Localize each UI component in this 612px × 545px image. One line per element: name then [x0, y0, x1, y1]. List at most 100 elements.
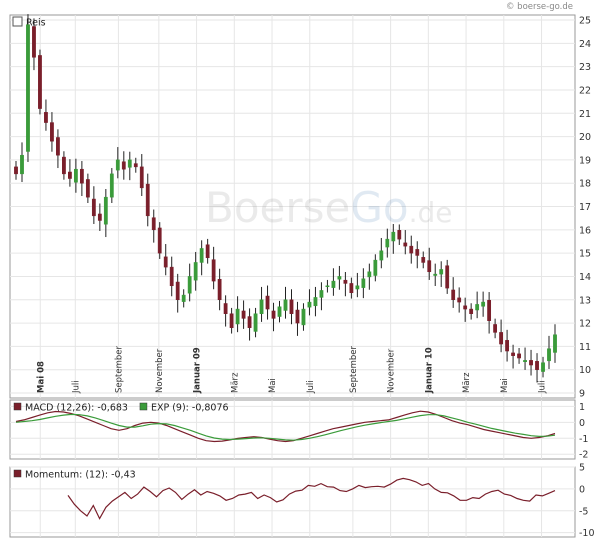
candle-body	[175, 281, 180, 301]
main-x-tick: Mai	[268, 378, 278, 393]
candle-body	[229, 313, 234, 328]
candle-body	[277, 306, 282, 317]
main-y-tick: 12	[579, 319, 591, 330]
main-x-tick: März	[230, 372, 240, 393]
candle-body	[217, 278, 222, 300]
candle-body	[421, 257, 426, 263]
candle-body	[133, 163, 138, 168]
main-y-tick: 24	[579, 39, 591, 50]
momentum-y-tick: 0	[579, 484, 585, 495]
candle-body	[205, 244, 210, 259]
candle-body	[163, 256, 168, 268]
candle-body	[38, 55, 42, 109]
candle-body	[109, 173, 114, 198]
candle-body	[361, 278, 366, 288]
candle-body	[211, 259, 216, 282]
main-y-tick: 23	[579, 62, 591, 73]
candle-body	[151, 217, 156, 231]
momentum-y-tick: -5	[579, 506, 588, 517]
candle-body	[517, 353, 521, 359]
candle-body	[193, 262, 198, 281]
candle-body	[523, 360, 527, 363]
momentum-legend-swatch	[13, 469, 22, 478]
main-x-tick: September	[114, 346, 124, 393]
candle-body	[325, 285, 330, 288]
credit-text: © boerse-go.de	[506, 2, 573, 12]
candle-body	[181, 294, 186, 302]
momentum-y-tick: -10	[579, 528, 595, 539]
candle-body	[265, 295, 270, 310]
candle-body	[271, 310, 276, 319]
main-y-tick: 20	[579, 132, 591, 143]
main-y-tick: 14	[579, 272, 591, 283]
candle-body	[397, 230, 402, 240]
candle-body	[97, 213, 102, 221]
macd-y-tick: 0	[579, 418, 585, 429]
candle-body	[487, 299, 492, 321]
momentum-series-line	[67, 477, 556, 520]
candle-body	[44, 112, 48, 123]
main-x-tick: Juli	[306, 380, 316, 394]
momentum-legend-label: Momentum: (12): -0,43	[25, 470, 136, 481]
candle-body	[445, 265, 450, 289]
candle-body	[469, 308, 474, 314]
main-y-tick: 19	[579, 155, 591, 166]
candle-body	[103, 196, 108, 225]
candle-body	[289, 299, 294, 314]
candle-body	[241, 310, 246, 319]
candle-body	[481, 301, 486, 307]
main-y-tick: 18	[579, 179, 591, 190]
watermark-part2: Go	[350, 183, 408, 232]
candle-body	[79, 168, 84, 184]
momentum-y-tick: 5	[579, 463, 585, 474]
macd-legend-label: EXP (9): -0,8076	[151, 403, 229, 414]
candle-body	[367, 271, 372, 278]
candle-body	[385, 238, 390, 248]
candle-body	[541, 362, 545, 372]
candle-body	[379, 250, 384, 261]
candle-body	[319, 290, 324, 298]
candle-body	[247, 316, 252, 328]
candle-body	[26, 24, 30, 152]
main-y-tick: 17	[579, 202, 591, 213]
candle-body	[499, 332, 503, 345]
candle-body	[145, 183, 150, 217]
candle-body	[475, 304, 480, 311]
main-x-tick: Juli	[71, 380, 81, 394]
candle-body	[50, 122, 54, 142]
candle-body	[433, 273, 438, 276]
main-x-tick: Mai 08	[36, 361, 46, 393]
watermark-logo: BoerseGo.de	[205, 183, 453, 232]
candle-body	[73, 168, 78, 183]
main-x-tick: Mai	[500, 378, 510, 393]
candle-body	[457, 297, 462, 303]
legend-checkbox	[12, 16, 23, 27]
candle-body	[553, 334, 557, 353]
candle-body	[259, 299, 264, 314]
candle-body	[331, 280, 336, 288]
candle-body	[409, 245, 414, 254]
candle-body	[427, 260, 432, 273]
candle-body	[139, 166, 144, 189]
macd-y-tick: 1	[579, 402, 585, 413]
candle-body	[223, 303, 228, 314]
main-x-tick: November	[155, 348, 165, 393]
candle-body	[403, 242, 408, 247]
candle-body	[187, 276, 192, 294]
candle-body	[169, 266, 174, 287]
macd-panel-frame	[9, 399, 576, 460]
candle-body	[535, 361, 539, 370]
candle-body	[355, 285, 360, 290]
candle-body	[337, 276, 342, 280]
main-y-tick: 10	[579, 365, 591, 376]
candle-body	[14, 166, 18, 175]
candle-body	[235, 308, 240, 325]
main-y-tick: 15	[579, 249, 591, 260]
candle-body	[511, 352, 515, 356]
candle-body	[20, 154, 24, 175]
candle-body	[301, 308, 306, 326]
candle-body	[451, 289, 456, 300]
candle-body	[85, 179, 90, 198]
candle-body	[439, 269, 444, 275]
